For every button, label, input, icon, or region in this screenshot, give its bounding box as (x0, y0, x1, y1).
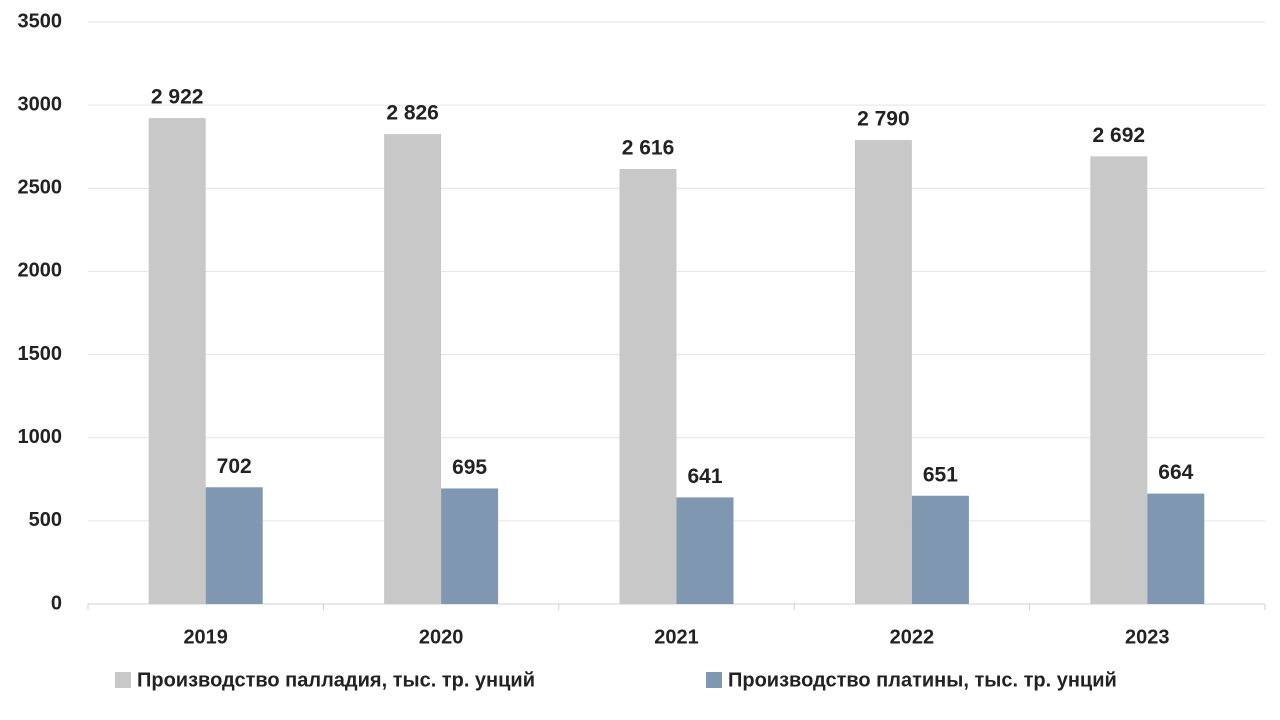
bar (676, 497, 734, 604)
value-label: 641 (687, 465, 722, 488)
legend-label: Производство платины, тыс. тр. унций (728, 669, 1117, 691)
value-label: 2 790 (857, 108, 910, 131)
y-tick-label: 2500 (18, 177, 63, 199)
y-tick-label: 3000 (18, 93, 63, 115)
y-tick-label: 500 (29, 509, 62, 531)
legend-swatch (706, 672, 722, 688)
value-label: 702 (217, 455, 252, 478)
legend-swatch (115, 672, 131, 688)
y-tick-label: 0 (51, 592, 62, 614)
value-label: 2 826 (386, 102, 439, 125)
x-tick-label: 2019 (183, 626, 228, 648)
bar (441, 488, 499, 604)
value-label: 2 692 (1093, 124, 1146, 147)
x-tick-label: 2020 (419, 626, 464, 648)
bar (148, 118, 206, 604)
legend-label: Производство палладия, тыс. тр. унций (137, 669, 535, 691)
value-label: 2 922 (151, 86, 204, 109)
y-tick-label: 1500 (18, 343, 63, 365)
value-label: 664 (1158, 461, 1193, 484)
y-tick-label: 1000 (18, 426, 63, 448)
value-label: 695 (452, 456, 487, 479)
y-tick-label: 2000 (18, 260, 63, 282)
y-tick-label: 3500 (18, 10, 63, 32)
bar (911, 495, 969, 604)
bar (619, 168, 677, 604)
value-label: 651 (923, 463, 958, 486)
bar (1090, 156, 1148, 604)
x-tick-label: 2023 (1125, 626, 1170, 648)
x-tick-label: 2021 (654, 626, 699, 648)
bar (854, 140, 912, 604)
bar (205, 487, 263, 604)
bar (1147, 493, 1205, 604)
value-label: 2 616 (622, 137, 675, 160)
bar (384, 134, 442, 604)
x-tick-label: 2022 (890, 626, 935, 648)
